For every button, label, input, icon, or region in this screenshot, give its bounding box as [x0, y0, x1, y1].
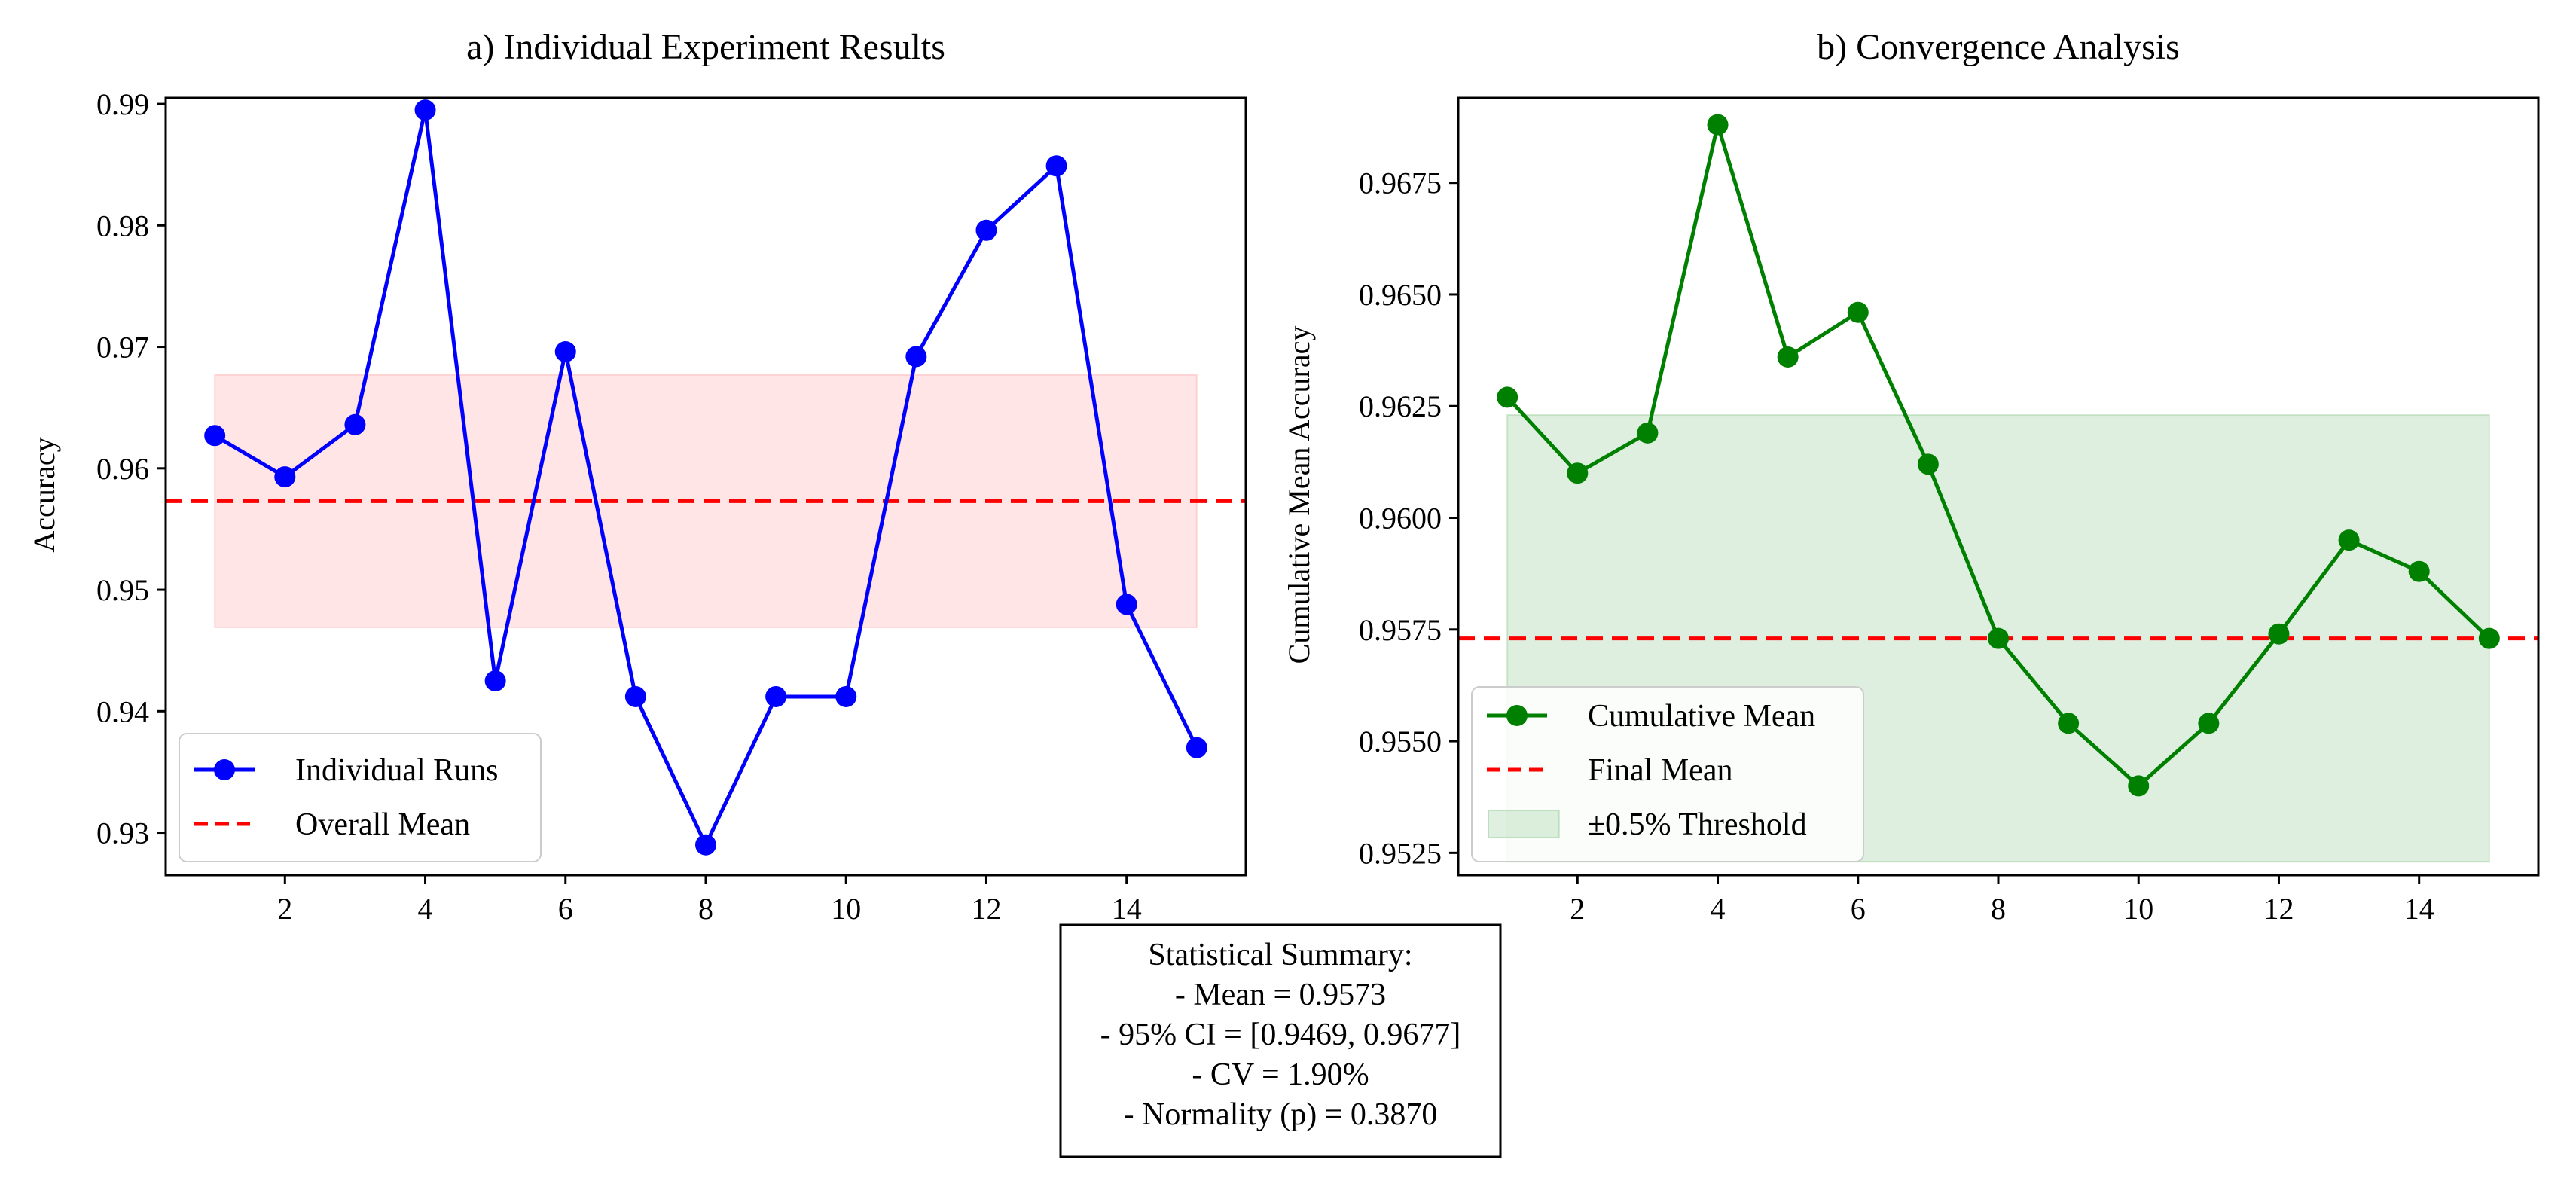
x-tick-label: 2	[277, 892, 292, 926]
y-tick-label: 0.96	[96, 452, 149, 486]
y-tick-label: 0.93	[96, 816, 149, 850]
x-tick-label: 6	[1851, 892, 1866, 926]
data-point	[2408, 560, 2430, 582]
data-point	[1116, 594, 1137, 615]
data-point	[2478, 627, 2500, 649]
x-tick-label: 12	[2263, 892, 2294, 926]
legend-label-threshold: ±0.5% Threshold	[1588, 807, 1807, 842]
legend-label-final-mean: Final Mean	[1588, 753, 1732, 788]
plot-frame	[164, 96, 1247, 877]
x-tick-label: 8	[1991, 892, 2006, 926]
x-tick-label: 10	[831, 892, 861, 926]
statistical-summary: Statistical Summary: - Mean = 0.9573 - 9…	[1059, 923, 1502, 1158]
y-tick-label: 0.98	[96, 209, 149, 243]
data-point	[2198, 713, 2220, 734]
data-point	[1637, 422, 1659, 444]
data-point	[765, 685, 787, 707]
legend-marker-cumulative-mean	[1506, 705, 1528, 726]
summary-line: - 95% CI = [0.9469, 0.9677]	[1100, 1018, 1461, 1052]
summary-box	[1059, 923, 1502, 1158]
legend-label-overall-mean: Overall Mean	[295, 807, 470, 842]
data-point	[2338, 529, 2360, 551]
panel-individual-results: a) Individual Experiment Results Accurac…	[27, 27, 1247, 926]
data-point	[1186, 737, 1207, 758]
data-point	[344, 413, 366, 435]
summary-line: Statistical Summary:	[1148, 938, 1412, 972]
data-point	[695, 834, 716, 856]
data-point	[1847, 301, 1869, 323]
data-point	[1707, 114, 1729, 136]
summary-line: - Mean = 0.9573	[1175, 978, 1386, 1012]
x-tick-label: 12	[971, 892, 1001, 926]
x-tick-label: 4	[1711, 892, 1726, 926]
y-tick-label: 0.9525	[1359, 836, 1442, 870]
legend-patch-threshold	[1488, 810, 1560, 838]
y-tick-label: 0.9575	[1359, 613, 1442, 647]
summary-line: - CV = 1.90%	[1192, 1057, 1369, 1092]
panel-convergence-analysis: b) Convergence Analysis Cumulative Mean …	[1282, 27, 2540, 926]
data-point	[1777, 346, 1799, 368]
y-axis-label: Cumulative Mean Accuracy	[1282, 326, 1316, 664]
data-point	[2268, 623, 2290, 645]
y-tick-label: 0.9675	[1359, 166, 1442, 200]
data-point	[204, 425, 226, 447]
y-axis-label: Accuracy	[27, 437, 61, 552]
legend-marker-individual-runs	[214, 759, 235, 780]
legend-box	[179, 733, 542, 862]
y-tick-label: 0.9650	[1359, 278, 1442, 312]
data-point	[414, 99, 436, 121]
x-tick-label: 4	[418, 892, 433, 926]
data-point	[1917, 453, 1939, 475]
data-point	[835, 685, 857, 707]
x-tick-label: 10	[2123, 892, 2153, 926]
data-point	[905, 346, 927, 368]
data-point	[484, 670, 506, 691]
y-tick-label: 0.9625	[1359, 389, 1442, 423]
data-point	[2128, 775, 2150, 797]
y-tick-label: 0.94	[96, 694, 149, 728]
y-tick-label: 0.9550	[1359, 725, 1442, 758]
data-point	[975, 219, 997, 241]
legend: Cumulative Mean Final Mean ±0.5% Thresho…	[1471, 686, 1864, 862]
y-tick-label: 0.9600	[1359, 502, 1442, 536]
y-tick-label: 0.95	[96, 573, 149, 607]
y-tick-label: 0.99	[96, 87, 149, 121]
chart-title: b) Convergence Analysis	[1817, 27, 2180, 67]
x-tick-label: 14	[2404, 892, 2434, 926]
data-point	[2058, 713, 2080, 734]
x-tick-label: 8	[698, 892, 713, 926]
y-tick-label: 0.97	[96, 331, 149, 365]
data-point	[1045, 155, 1067, 177]
x-tick-label: 2	[1570, 892, 1585, 926]
x-tick-label: 14	[1112, 892, 1142, 926]
data-point	[1988, 627, 2009, 649]
data-point	[1567, 462, 1589, 484]
legend-box	[1471, 686, 1864, 862]
data-point	[1497, 386, 1518, 408]
chart-title: a) Individual Experiment Results	[466, 27, 945, 67]
x-tick-label: 6	[558, 892, 573, 926]
data-point	[274, 466, 296, 488]
summary-line: - Normality (p) = 0.3870	[1124, 1097, 1438, 1132]
legend-label-cumulative-mean: Cumulative Mean	[1588, 699, 1815, 734]
data-point	[624, 685, 646, 707]
data-point	[554, 341, 576, 363]
legend: Individual Runs Overall Mean	[179, 733, 542, 862]
plot-frame	[1457, 96, 2540, 877]
legend-label-individual-runs: Individual Runs	[295, 753, 499, 788]
